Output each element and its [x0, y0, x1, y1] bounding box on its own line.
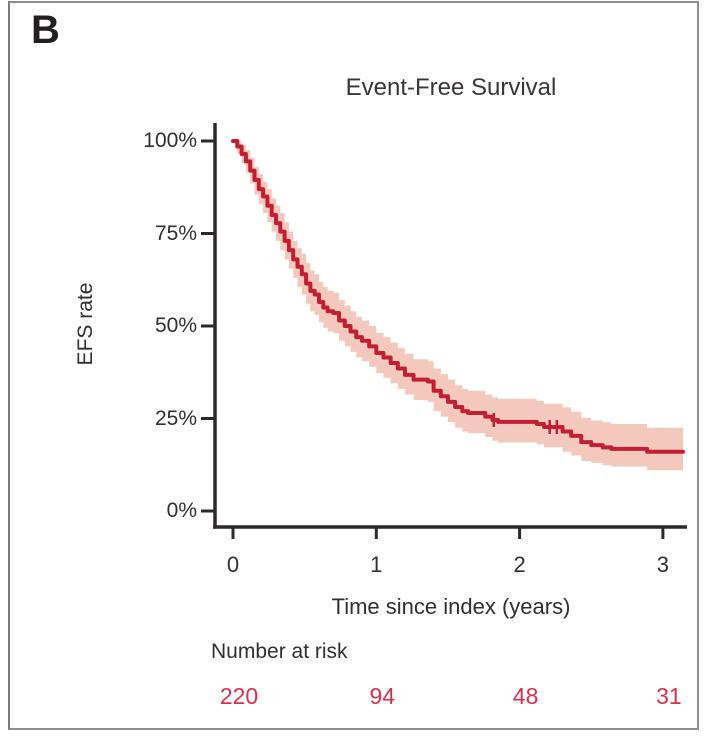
y-tick-label: 25%	[154, 406, 197, 430]
panel-label: B	[31, 8, 61, 52]
y-tick-label: 50%	[154, 314, 197, 337]
risk-count: 31	[656, 683, 682, 709]
y-tick-label: 0%	[166, 499, 197, 522]
panel-border	[8, 1, 699, 730]
risk-count: 220	[219, 683, 259, 709]
risk-table-label: Number at risk	[211, 640, 348, 663]
risk-count: 94	[369, 683, 396, 709]
x-tick-label: 0	[226, 552, 240, 577]
y-tick-label: 100%	[143, 129, 197, 152]
x-tick-label: 3	[656, 552, 670, 577]
survival-curve	[231, 139, 685, 454]
y-tick-label: 75%	[154, 221, 197, 245]
chart-title: Event-Free Survival	[345, 74, 557, 101]
x-tick-label: 1	[370, 552, 383, 577]
x-tick-label: 2	[513, 552, 526, 577]
risk-count: 48	[512, 683, 539, 709]
x-axis-label: Time since index (years)	[331, 594, 571, 619]
confidence-band	[233, 141, 683, 471]
